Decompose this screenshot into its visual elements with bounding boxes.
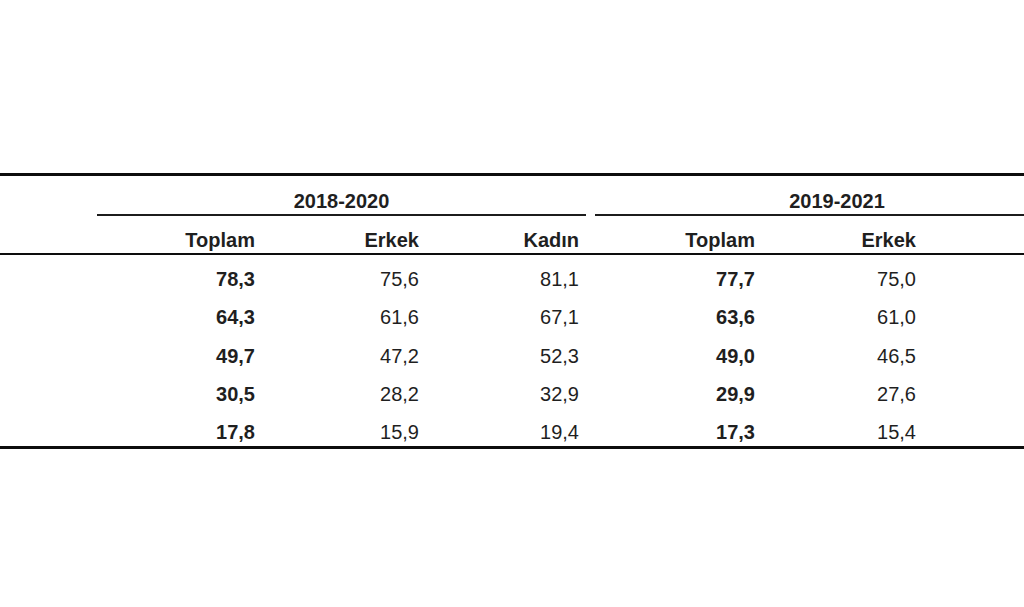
table-cell: 19,4	[419, 421, 579, 443]
table-cell: 63,6	[595, 306, 755, 328]
table-cell: 78,3	[95, 268, 255, 290]
table-cell: 75,0	[756, 268, 916, 290]
table-screenshot: 2018-2020 2019-2021 Toplam Erkek Kadın T…	[0, 0, 1024, 607]
group-underline-2019-2021	[595, 214, 1024, 216]
table-cell: 61,6	[259, 306, 419, 328]
table-cell: 29,9	[595, 383, 755, 405]
table-cell: 15,4	[756, 421, 916, 443]
column-group-label-2018-2020: 2018-2020	[97, 190, 586, 212]
table-cell: 46,5	[756, 345, 916, 367]
table-top-border	[0, 173, 1024, 176]
header-divider	[0, 253, 1024, 255]
table-bottom-border	[0, 446, 1024, 449]
column-header-erkek-2019-2021: Erkek	[756, 229, 916, 251]
table-cell: 64,3	[95, 306, 255, 328]
table-cell: 52,3	[419, 345, 579, 367]
table-cell: 27,6	[756, 383, 916, 405]
table-cell: 67,1	[419, 306, 579, 328]
column-header-erkek-2018-2020: Erkek	[259, 229, 419, 251]
table-cell: 17,3	[595, 421, 755, 443]
table-cell: 30,5	[95, 383, 255, 405]
group-underline-2018-2020	[97, 214, 586, 216]
table-cell: 32,9	[419, 383, 579, 405]
table-cell: 61,0	[756, 306, 916, 328]
table-cell: 49,7	[95, 345, 255, 367]
table-cell: 75,6	[259, 268, 419, 290]
table-cell: 28,2	[259, 383, 419, 405]
table-cell: 49,0	[595, 345, 755, 367]
table-cell: 81,1	[419, 268, 579, 290]
column-header-toplam-2019-2021: Toplam	[595, 229, 755, 251]
table-cell: 77,7	[595, 268, 755, 290]
column-header-kadin-2018-2020: Kadın	[419, 229, 579, 251]
table-cell: 47,2	[259, 345, 419, 367]
column-group-label-2019-2021: 2019-2021	[595, 190, 1024, 212]
table-cell: 17,8	[95, 421, 255, 443]
column-header-toplam-2018-2020: Toplam	[95, 229, 255, 251]
table-cell: 15,9	[259, 421, 419, 443]
